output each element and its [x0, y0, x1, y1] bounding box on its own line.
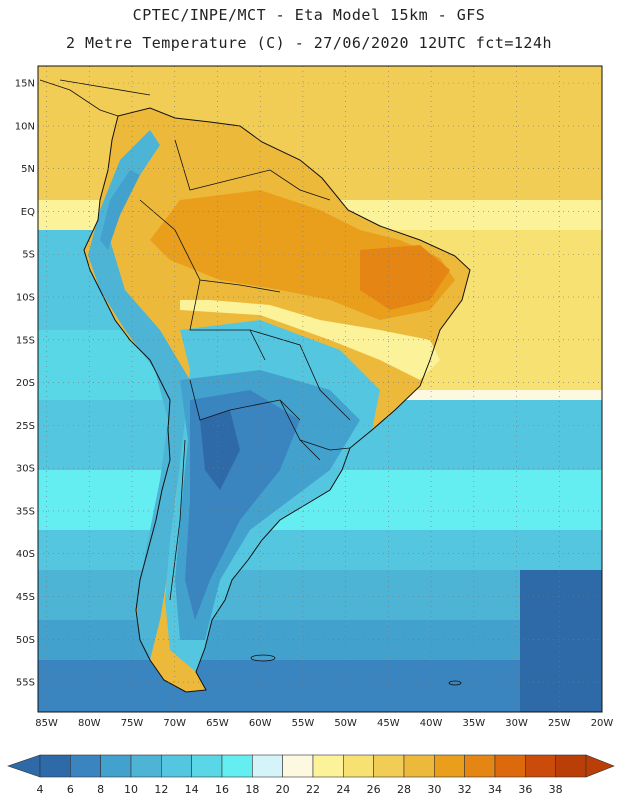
- colorbar-min-arrow: [7, 754, 41, 778]
- colorbar-label: 32: [457, 783, 472, 796]
- lat-label: 45S: [16, 592, 35, 603]
- lon-label: 40W: [420, 718, 443, 729]
- colorbar-label: 34: [488, 783, 502, 796]
- temperature-field: [38, 66, 602, 712]
- lon-label: 80W: [78, 718, 101, 729]
- colorbar-label: 14: [184, 783, 199, 796]
- colorbar-max-arrow: [585, 754, 615, 778]
- lon-label: 55W: [292, 718, 315, 729]
- colorbar-label: 22: [306, 783, 320, 796]
- colorbar-swatch: [39, 754, 71, 778]
- colorbar-label: 38: [548, 783, 563, 796]
- colorbar-swatch: [555, 754, 587, 778]
- lon-label: 70W: [163, 718, 186, 729]
- lat-label: EQ: [21, 207, 35, 218]
- colorbar-swatch: [252, 754, 283, 778]
- colorbar-swatch: [434, 754, 465, 778]
- lat-label: 50S: [16, 635, 35, 646]
- islands: [39, 79, 462, 686]
- colorbar-swatch: [191, 754, 223, 778]
- country-borders: [139, 139, 351, 601]
- colorbar-swatch: [70, 754, 101, 778]
- temperature-colorbar: [7, 754, 615, 778]
- lat-label: 15S: [16, 335, 35, 346]
- colorbar-label: 18: [245, 783, 260, 796]
- colorbar-swatch: [161, 754, 192, 778]
- lon-label: 20W: [591, 718, 614, 729]
- colorbar-swatch: [494, 754, 526, 778]
- colorbar-swatch: [343, 754, 374, 778]
- lon-label: 60W: [249, 718, 272, 729]
- colorbar-swatch: [221, 754, 253, 778]
- continent-coastline: [83, 107, 471, 693]
- lon-label: 65W: [206, 718, 229, 729]
- colorbar-label: 30: [427, 783, 442, 796]
- lon-label: 35W: [463, 718, 486, 729]
- lat-label: 20S: [16, 378, 35, 389]
- colorbar-label: 24: [336, 783, 351, 796]
- lat-label: 25S: [16, 421, 35, 432]
- colorbar-label: 12: [154, 783, 169, 796]
- colorbar-label: 8: [97, 783, 105, 796]
- lat-label: 35S: [16, 506, 35, 517]
- latitude-labels: 15N 10N 5N EQ 5S 10S 15S 20S 25S 30S 35S 40S 45S 50S 5…: [15, 79, 35, 689]
- colorbar-swatch: [403, 754, 435, 778]
- lat-label: 5S: [22, 250, 35, 261]
- lon-label: 45W: [377, 718, 400, 729]
- colorbar-label: 36: [518, 783, 533, 796]
- lat-label: 10N: [15, 121, 35, 132]
- colorbar-swatch: [130, 754, 162, 778]
- andes-cool-ridge: [88, 130, 190, 660]
- colorbar-label: 16: [215, 783, 229, 796]
- longitude-labels: 85W 80W 75W 70W 65W 60W 55W 50W 45W 40W 35W 30W 25W 2…: [35, 718, 613, 729]
- colorbar-swatch: [373, 754, 405, 778]
- lat-label: 55S: [16, 678, 35, 689]
- lat-label: 30S: [16, 464, 35, 475]
- lon-label: 75W: [121, 718, 144, 729]
- lat-label: 15N: [15, 79, 35, 90]
- colorbar-label: 26: [366, 783, 381, 796]
- colorbar-swatch: [100, 754, 132, 778]
- colorbar-swatch: [282, 754, 314, 778]
- map-title-line-2: 2 Metre Temperature (C) - 27/06/2020 12U…: [65, 34, 553, 52]
- colorbar-label: 4: [36, 783, 44, 796]
- map-title-line-1: CPTEC/INPE/MCT - Eta Model 15km - GFS: [132, 6, 486, 24]
- lon-label: 85W: [35, 718, 58, 729]
- lat-label: 40S: [16, 549, 35, 560]
- colorbar-label: 10: [124, 783, 138, 796]
- lat-label: 5N: [21, 164, 35, 175]
- colorbar-swatch: [525, 754, 556, 778]
- lon-label: 30W: [505, 718, 528, 729]
- lat-lon-grid: [38, 66, 603, 712]
- colorbar-swatch: [312, 754, 344, 778]
- colorbar-swatch: [464, 754, 496, 778]
- colorbar-label: 28: [397, 783, 411, 796]
- colorbar-label: 6: [66, 783, 74, 796]
- lat-label: 10S: [16, 293, 35, 304]
- map-frame: [37, 65, 603, 713]
- lon-label: 50W: [334, 718, 357, 729]
- lon-label: 25W: [548, 718, 571, 729]
- colorbar-label: 20: [275, 783, 290, 796]
